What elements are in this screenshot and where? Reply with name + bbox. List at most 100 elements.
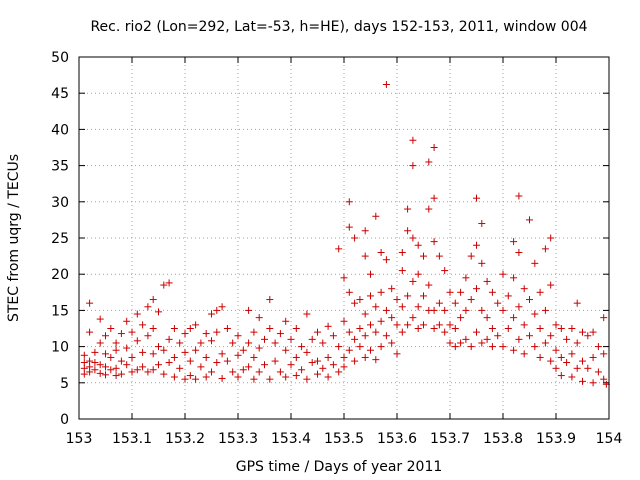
data-point (536, 288, 544, 296)
y-axis-label: STEC from uqrg / TECUs (6, 154, 22, 322)
data-point (133, 310, 141, 318)
data-point (170, 353, 178, 361)
data-point (91, 348, 99, 356)
data-point (398, 303, 406, 311)
data-point (547, 281, 555, 289)
data-point (155, 361, 162, 369)
data-point (218, 350, 226, 358)
data-point (223, 325, 231, 332)
data-point (335, 343, 343, 351)
data-point (589, 328, 597, 336)
data-point (536, 325, 544, 332)
data-point (478, 339, 486, 347)
data-point (234, 332, 242, 340)
data-point (144, 332, 152, 340)
x-tick-label: 153.5 (324, 431, 364, 447)
data-point (547, 332, 555, 340)
data-point (372, 356, 380, 364)
data-point (186, 325, 194, 332)
data-point (409, 277, 417, 285)
data-point (245, 306, 253, 314)
data-point (441, 306, 449, 314)
data-point (192, 321, 200, 329)
data-point (356, 296, 364, 304)
data-point (276, 330, 284, 338)
data-point (515, 192, 523, 200)
data-point (435, 321, 443, 329)
data-point (361, 310, 369, 318)
data-point (308, 335, 316, 343)
x-tick-label: 153 (66, 431, 93, 447)
data-point (335, 245, 343, 253)
data-point (292, 325, 300, 332)
data-point (202, 330, 210, 338)
data-point (340, 363, 348, 371)
data-point (398, 248, 406, 256)
data-point (213, 328, 221, 336)
data-point (112, 346, 120, 354)
data-point (213, 359, 221, 367)
data-point (435, 299, 443, 307)
data-point (483, 277, 491, 285)
data-point (552, 321, 560, 329)
data-point (80, 351, 88, 359)
data-point (107, 325, 115, 332)
data-point (340, 274, 348, 282)
data-point (404, 205, 412, 213)
data-point (117, 370, 125, 378)
data-point (298, 366, 306, 374)
data-point (144, 368, 152, 376)
data-point (170, 373, 178, 381)
data-point (409, 314, 417, 322)
data-point (351, 335, 359, 343)
data-point (600, 350, 608, 358)
data-point (594, 368, 602, 376)
data-point (197, 339, 205, 347)
data-point (345, 288, 353, 296)
data-point (515, 248, 523, 256)
data-point (361, 252, 369, 260)
data-point (457, 339, 465, 347)
data-point (573, 364, 581, 372)
data-point (107, 366, 115, 374)
data-point (133, 366, 141, 374)
data-point (404, 227, 412, 235)
data-point (457, 314, 465, 322)
data-point (176, 364, 184, 372)
data-point (266, 296, 274, 304)
data-point (541, 339, 549, 347)
y-tick-label: 0 (60, 412, 69, 428)
data-point (457, 288, 465, 296)
data-point (319, 339, 327, 347)
data-point (239, 366, 247, 374)
data-point (557, 353, 565, 361)
data-point (128, 328, 136, 336)
y-tick-label: 40 (51, 122, 69, 138)
data-point (520, 350, 528, 358)
data-point (128, 368, 136, 376)
data-point (229, 339, 237, 347)
data-point (202, 373, 210, 381)
data-point (86, 299, 94, 307)
data-point (372, 328, 380, 336)
data-point (388, 314, 396, 322)
data-point (91, 366, 99, 374)
data-point (250, 353, 258, 361)
data-point (271, 339, 279, 347)
data-point (526, 216, 533, 224)
x-tick-label: 153.6 (377, 431, 417, 447)
data-point (192, 346, 200, 354)
x-tick-label: 153.3 (218, 431, 258, 447)
data-point (467, 296, 475, 304)
x-tick-label: 153.1 (112, 431, 152, 447)
data-point (372, 303, 380, 311)
data-point (579, 328, 586, 336)
data-point (547, 357, 555, 365)
data-points (80, 81, 610, 388)
data-point (510, 314, 518, 322)
data-point (499, 343, 507, 351)
data-point (128, 353, 136, 361)
data-point (123, 344, 131, 352)
data-point (324, 353, 332, 361)
